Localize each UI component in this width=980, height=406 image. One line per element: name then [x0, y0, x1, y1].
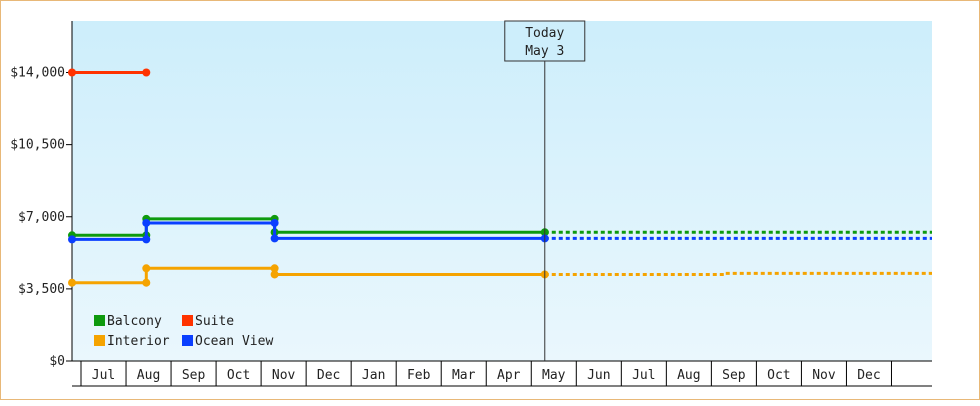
data-point [142, 264, 151, 273]
legend-swatch [94, 335, 105, 346]
today-label-box [504, 20, 586, 62]
x-tick-label: Oct [767, 368, 790, 383]
legend-label: Balcony [107, 314, 162, 329]
x-tick-label: Apr [497, 368, 521, 383]
data-point [270, 218, 279, 227]
data-point [68, 278, 76, 287]
y-tick-label: $3,500 [18, 282, 65, 297]
data-point [142, 235, 151, 244]
x-tick-label: Dec [857, 368, 880, 383]
data-point [270, 270, 279, 279]
legend: Balcony Suite Interior Ocean View [94, 314, 273, 349]
x-tick-label: Feb [407, 368, 431, 383]
today-label: Today [525, 26, 564, 41]
today-marker: Today May 3 [504, 20, 586, 361]
y-tick-label: $7,000 [18, 210, 65, 225]
x-tick-label: Aug [677, 368, 700, 383]
series-line [72, 221, 545, 241]
x-tick-label: Jul [92, 368, 115, 383]
legend-label: Ocean View [195, 334, 273, 349]
x-axis: Jul Aug Sep Oct Nov Dec Jan Feb Mar Apr May Jun Jul A… [72, 360, 932, 387]
y-tick-label: $14,000 [10, 66, 65, 81]
y-tick-label: $0 [49, 354, 65, 369]
y-axis: $0 $3,500 $7,000 $10,500 $14,000 [10, 21, 73, 369]
x-tick-label: Dec [317, 368, 340, 383]
plot-area [72, 21, 932, 361]
today-date: May 3 [525, 44, 564, 59]
data-point [142, 278, 151, 287]
data-point [68, 235, 76, 244]
y-tick-label: $10,500 [10, 138, 65, 153]
legend-label: Interior [107, 334, 170, 349]
x-tick-label: Jun [587, 368, 610, 383]
data-point [270, 264, 279, 273]
x-tick-label: Oct [227, 368, 250, 383]
data-point [142, 68, 151, 77]
x-tick-label: Mar [452, 368, 476, 383]
series-line [72, 217, 545, 237]
series-layer [68, 68, 932, 287]
legend-swatch [94, 315, 105, 326]
x-tick-label: May [542, 368, 566, 383]
x-tick-label: Aug [137, 368, 160, 383]
data-point [270, 234, 279, 243]
x-tick-label: Sep [722, 368, 746, 383]
x-tick-label: Jul [632, 368, 655, 383]
data-point [68, 68, 76, 77]
x-tick-label: Nov [812, 368, 836, 383]
x-tick-label: Jan [362, 368, 385, 383]
series-line [72, 266, 545, 285]
legend-label: Suite [195, 314, 234, 329]
x-tick-label: Nov [272, 368, 296, 383]
x-tick-label: Sep [182, 368, 206, 383]
legend-swatch [182, 335, 193, 346]
data-point [142, 218, 151, 227]
legend-swatch [182, 315, 193, 326]
